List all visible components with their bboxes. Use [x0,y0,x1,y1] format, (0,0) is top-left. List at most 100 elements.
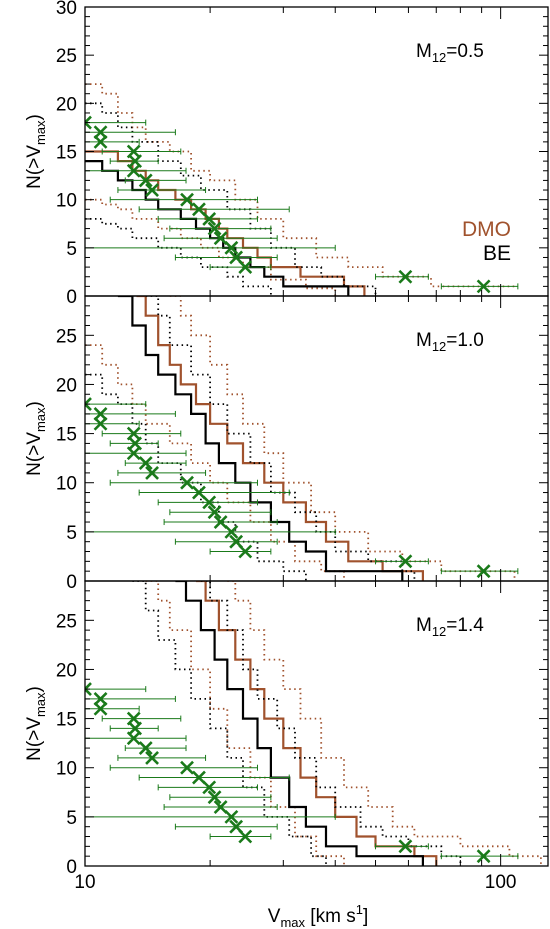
y-tick-label: 5 [66,808,77,829]
panel-label-sub: 12 [432,50,446,65]
data-point [85,115,147,130]
point-marker [138,741,153,755]
data-point [124,173,187,188]
be-dotted-line [132,581,327,866]
y-axis: 0 5 10 15 20 25 [56,295,548,593]
data-point [117,750,207,765]
x-tick-label: 100 [485,872,517,893]
point-marker [213,231,228,246]
point-marker [224,809,239,824]
data-point [138,485,290,500]
point-marker [85,682,92,691]
y-tick-label: 30 [56,0,77,19]
point-marker [207,221,222,236]
data-point [85,397,147,412]
observed-series [85,115,519,294]
point-marker [213,800,228,814]
point-marker [476,849,491,864]
panel-label-value: =0.5 [446,41,484,62]
point-marker [85,115,92,125]
y-tick-label: 0 [66,857,77,878]
point-marker [192,770,206,785]
data-point [85,731,187,746]
dmo-dotted-line [85,198,337,296]
observed-series [85,397,519,579]
point-marker [224,524,239,539]
data-point [157,495,258,510]
point-marker [85,687,92,697]
y-axis-label: N(>Vmax) [24,686,48,761]
be-dotted-line [85,373,307,581]
data-point [157,780,258,795]
data-point [117,465,207,480]
y-tick-label: 10 [56,759,77,780]
model-curves [85,296,516,581]
point-marker [238,544,253,559]
data-point [138,770,290,785]
point-marker [138,173,153,188]
data-point [440,564,519,579]
panel-label-value: =1.4 [446,615,484,636]
panel-label-sub: 12 [432,339,446,354]
point-marker [128,436,143,451]
data-point [101,426,182,441]
data-point [85,240,336,255]
be-dotted-line [145,296,416,581]
y-tick-label: 15 [56,143,77,164]
data-point [157,212,258,226]
data-point [169,221,272,236]
point-marker [93,701,108,716]
point-marker [224,240,239,255]
point-marker [180,192,194,207]
data-point [124,741,187,755]
data-point [85,524,336,539]
point-marker [128,721,143,736]
data-point [117,183,207,197]
y-label-sub: max [33,692,48,717]
y-label-main: N(>V [24,145,45,189]
y-tick-label: 20 [56,94,77,115]
y-label-close: ) [24,686,45,692]
point-marker [229,819,244,834]
data-point [169,790,272,805]
x-axis [84,7,502,296]
data-point [375,554,429,569]
observed-series [85,682,519,864]
y-label-close: ) [24,114,45,120]
point-marker [238,260,253,275]
point-marker [93,416,108,431]
data-point [109,721,159,736]
point-marker [180,760,194,775]
y-label-main: N(>V [24,717,45,761]
point-marker [202,495,217,510]
data-point [163,800,278,814]
point-marker [207,505,222,520]
data-point [109,192,258,207]
point-marker [85,120,92,130]
data-point [163,515,278,529]
point-marker [145,750,159,765]
be-dotted-line [200,581,462,866]
point-marker [126,163,141,178]
y-axis: 0 5 10 15 20 25 30 [56,0,548,308]
y-label-main: N(>V [24,432,45,476]
y-tick-label: 0 [66,287,77,308]
point-marker [145,465,159,480]
point-marker [138,456,153,470]
point-marker [128,154,143,169]
data-point [440,279,519,294]
y-tick-label: 20 [56,375,77,396]
data-point [85,809,336,824]
dmo-dotted-line [145,581,345,866]
data-point [109,475,258,490]
point-marker [238,829,253,844]
y-axis: 0 5 10 15 20 25 [56,580,548,878]
y-tick-label: 25 [56,46,77,67]
data-point [85,446,187,461]
point-marker [229,250,244,265]
panel-label-main: M [416,330,432,351]
point-marker [192,202,206,217]
point-marker [207,790,222,805]
